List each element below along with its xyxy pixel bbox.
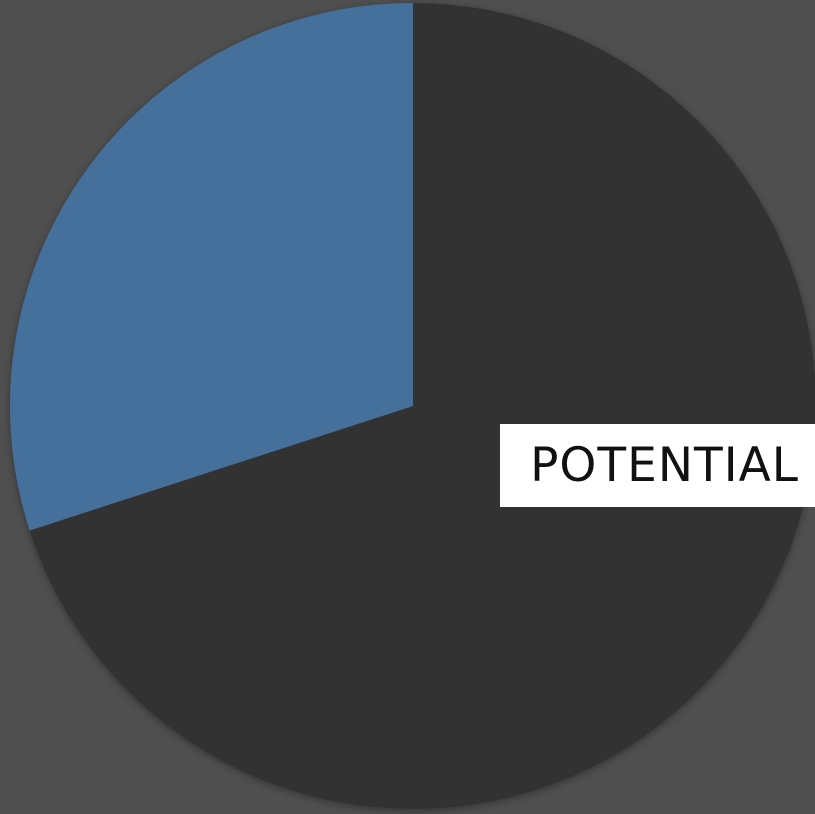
pie-slices (10, 3, 815, 809)
potential-label: POTENTIAL (500, 424, 815, 507)
